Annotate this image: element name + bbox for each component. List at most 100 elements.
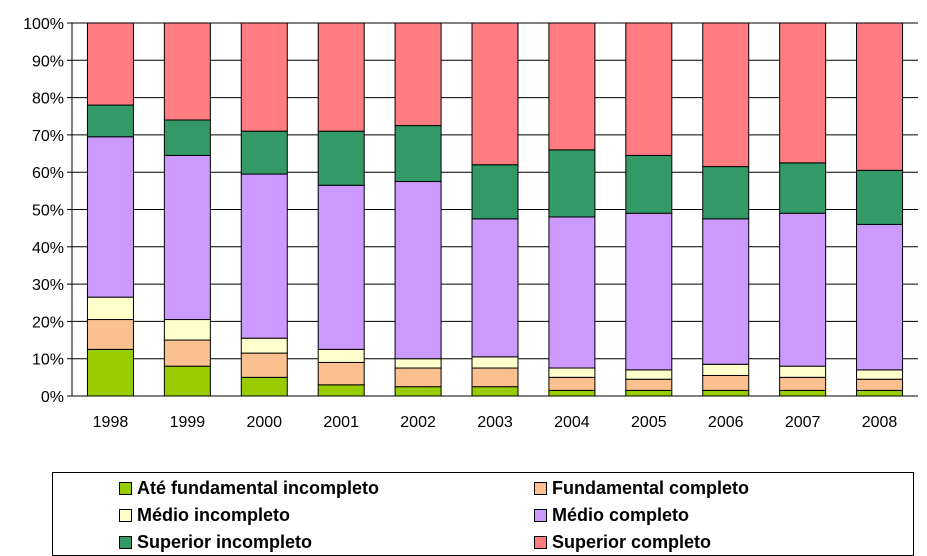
bar-segment: [779, 376, 827, 391]
x-tick-label: 1998: [93, 414, 129, 431]
y-tick-label: 70%: [32, 128, 64, 145]
y-tick-label: 100%: [23, 16, 64, 33]
legend-item-superior-completo: Superior completo: [534, 532, 711, 553]
bar-segment: [548, 216, 596, 369]
bar-segment: [317, 184, 365, 350]
bar-segment: [625, 22, 673, 156]
bar-segment: [394, 358, 442, 369]
legend-label: Fundamental completo: [552, 478, 750, 498]
legend-item-ate-fundamental-incompleto: Até fundamental incompleto: [119, 478, 379, 499]
bar-segment: [394, 125, 442, 183]
bar-segment: [394, 367, 442, 388]
legend-label: Superior completo: [552, 532, 712, 552]
bar-segment: [86, 319, 134, 350]
bar-segment: [548, 367, 596, 378]
bar-segment: [702, 363, 750, 376]
x-tick-label: 2008: [862, 414, 898, 431]
bar-segment: [548, 22, 596, 151]
legend-swatch: [534, 482, 547, 495]
bar-segment: [548, 149, 596, 218]
y-tick-label: 30%: [32, 277, 64, 294]
bar-segment: [856, 223, 904, 371]
bar-segment: [317, 130, 365, 186]
legend-swatch: [534, 536, 547, 549]
bar-segment: [240, 376, 288, 397]
bars: [86, 22, 904, 397]
x-tick-label: 2002: [400, 414, 436, 431]
bar-segment: [163, 365, 211, 397]
x-tick-label: 2000: [246, 414, 282, 431]
bar-segment: [86, 136, 134, 298]
y-tick-label: 50%: [32, 203, 64, 220]
legend-label: Médio incompleto: [137, 505, 290, 525]
bar-segment: [625, 154, 673, 214]
stacked-bar-chart: 0%10%20%30%40%50%60%70%80%90%100% 1998 19…: [23, 16, 918, 431]
bar-segment: [240, 173, 288, 339]
bar-segment: [163, 339, 211, 367]
bar-segment: [86, 22, 134, 106]
legend-swatch: [119, 482, 132, 495]
y-tick-label: 40%: [32, 240, 64, 257]
bar-segment: [394, 22, 442, 127]
bar-segment: [702, 166, 750, 220]
x-tick-label: 1999: [170, 414, 206, 431]
x-tick-label: 2005: [631, 414, 667, 431]
bar-segment: [86, 104, 134, 138]
x-tick-label: 2001: [323, 414, 359, 431]
legend-item-medio-incompleto: Médio incompleto: [119, 505, 290, 526]
bar-segment: [856, 22, 904, 171]
bar-segment: [317, 348, 365, 363]
axes: [67, 22, 918, 397]
bar-segment: [471, 218, 519, 358]
bar-segment: [317, 22, 365, 132]
legend-label: Superior incompleto: [137, 532, 313, 552]
x-tick-labels: 1998 1999 2000 2001 2002 2003 2004 2005 2006 2007…: [93, 414, 898, 431]
bar-segment: [163, 154, 211, 321]
bar-segment: [317, 384, 365, 397]
legend-label: Até fundamental incompleto: [137, 478, 380, 498]
y-tick-label: 0%: [41, 389, 64, 406]
bar-segment: [471, 164, 519, 220]
legend-swatch: [119, 536, 132, 549]
legend-item-superior-incompleto: Superior incompleto: [119, 532, 312, 553]
bar-segment: [856, 169, 904, 225]
bar-segment: [779, 22, 827, 164]
legend-item-medio-completo: Médio completo: [534, 505, 689, 526]
x-tick-label: 2003: [477, 414, 513, 431]
bar-segment: [779, 212, 827, 367]
legend-label: Médio completo: [552, 505, 690, 525]
bar-segment: [625, 378, 673, 391]
bar-segment: [317, 361, 365, 386]
bar-segment: [471, 386, 519, 397]
bar-segment: [163, 22, 211, 121]
bar-segment: [240, 352, 288, 378]
bar-segment: [240, 337, 288, 354]
legend: Até fundamental incompleto Fundamental c…: [52, 472, 914, 556]
bar-segment: [240, 130, 288, 175]
bar-segment: [163, 119, 211, 156]
bar-segment: [779, 162, 827, 214]
bar-segment: [548, 376, 596, 391]
y-tick-label: 90%: [32, 53, 64, 70]
bar-segment: [240, 22, 288, 132]
bar-segment: [856, 378, 904, 391]
bar-segment: [625, 369, 673, 380]
legend-swatch: [119, 509, 132, 522]
bar-segment: [625, 389, 673, 397]
bar-segment: [702, 389, 750, 397]
bar-segment: [471, 22, 519, 166]
x-tick-label: 2004: [554, 414, 590, 431]
y-tick-labels: 0% 10% 20% 30% 40% 50% 60% 70% 80% 90% 100%: [23, 16, 64, 406]
y-tick-label: 80%: [32, 91, 64, 108]
y-tick-label: 10%: [32, 352, 64, 369]
bar-segment: [394, 181, 442, 360]
bar-segment: [471, 367, 519, 388]
bar-segment: [86, 296, 134, 321]
bar-segment: [86, 348, 134, 397]
bar-segment: [394, 386, 442, 397]
bar-segment: [702, 22, 750, 168]
bar-segment: [856, 389, 904, 397]
y-tick-label: 20%: [32, 314, 64, 331]
bar-segment: [702, 218, 750, 365]
